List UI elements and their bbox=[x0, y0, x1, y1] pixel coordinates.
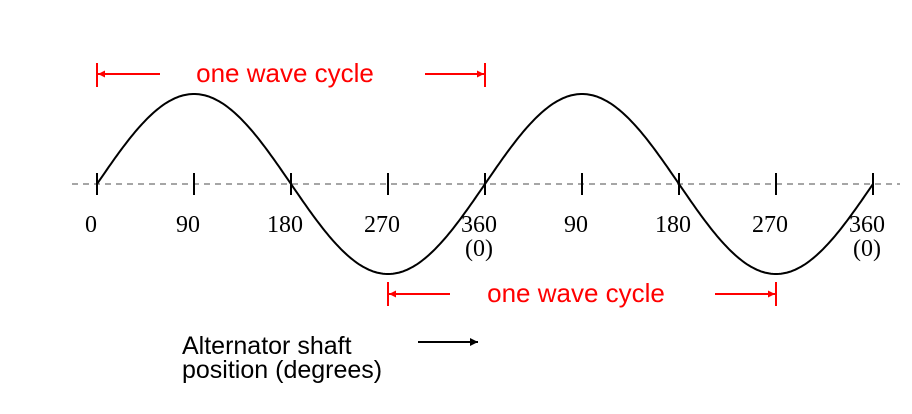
cycle-brackets bbox=[96, 63, 777, 306]
cycle-label: one wave cycle bbox=[487, 278, 665, 308]
axis-label: Alternator shaft bbox=[182, 332, 352, 360]
tick-label: 270 bbox=[752, 212, 788, 238]
tick-sublabel: (0) bbox=[853, 236, 881, 262]
tick-label: 270 bbox=[364, 212, 400, 238]
tick-label: 90 bbox=[564, 212, 588, 238]
tick-label: 180 bbox=[655, 212, 691, 238]
tick-label: 360 bbox=[849, 212, 885, 238]
tick-sublabel: (0) bbox=[465, 236, 493, 262]
tick-label: 0 bbox=[85, 212, 97, 238]
axis-label: position (degrees) bbox=[182, 356, 382, 384]
ticks: 0 90 180 270 360(0)90 180 270 360(0) bbox=[85, 173, 885, 262]
tick-label: 360 bbox=[461, 212, 497, 238]
cycle-label: one wave cycle bbox=[196, 58, 374, 88]
tick-label: 90 bbox=[176, 212, 200, 238]
tick-label: 180 bbox=[267, 212, 303, 238]
